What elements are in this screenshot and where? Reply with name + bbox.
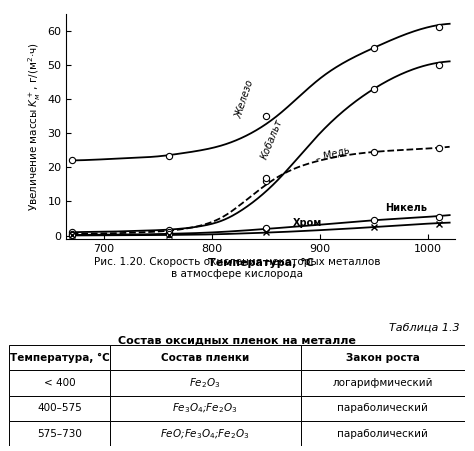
Bar <box>301 421 465 446</box>
Text: – Медь: – Медь <box>315 145 351 164</box>
Text: $Fe_2O_3$: $Fe_2O_3$ <box>190 376 221 390</box>
Bar <box>301 345 465 370</box>
Text: Рис. 1.20. Скорость окисления некоторых металлов
в атмосфере кислорода: Рис. 1.20. Скорость окисления некоторых … <box>94 257 380 279</box>
Text: $Fe_3O_4$;$Fe_2O_3$: $Fe_3O_4$;$Fe_2O_3$ <box>173 402 238 415</box>
Text: Таблица 1.3: Таблица 1.3 <box>389 322 460 332</box>
Text: Температура, °С: Температура, °С <box>9 353 109 363</box>
Text: 400–575: 400–575 <box>37 404 82 414</box>
Text: логарифмический: логарифмический <box>332 378 433 388</box>
Text: Закон роста: Закон роста <box>346 353 419 363</box>
Text: 575–730: 575–730 <box>37 429 82 439</box>
Text: параболический: параболический <box>337 429 428 439</box>
Text: < 400: < 400 <box>44 378 75 388</box>
Text: Кобальт: Кобальт <box>259 117 284 161</box>
Bar <box>9 396 109 421</box>
Text: Состав пленки: Состав пленки <box>161 353 249 363</box>
Text: Состав оксидных пленок на металле: Состав оксидных пленок на металле <box>118 336 356 346</box>
Y-axis label: Увеличение массы $K_{м}^+$, г/(м$^2$·ч): Увеличение массы $K_{м}^+$, г/(м$^2$·ч) <box>27 42 43 211</box>
Bar <box>109 421 301 446</box>
Bar <box>109 370 301 396</box>
X-axis label: Температура, °С: Температура, °С <box>208 258 314 268</box>
Text: Хром: Хром <box>293 218 322 228</box>
Bar <box>9 370 109 396</box>
Bar <box>301 396 465 421</box>
Bar <box>109 345 301 370</box>
Text: Никель: Никель <box>385 203 427 213</box>
Bar <box>301 370 465 396</box>
Text: Железо: Железо <box>234 78 255 120</box>
Bar <box>9 421 109 446</box>
Text: параболический: параболический <box>337 404 428 414</box>
Text: $FeO$;$Fe_3O_4$;$Fe_2O_3$: $FeO$;$Fe_3O_4$;$Fe_2O_3$ <box>161 427 250 441</box>
Bar <box>9 345 109 370</box>
Bar <box>109 396 301 421</box>
